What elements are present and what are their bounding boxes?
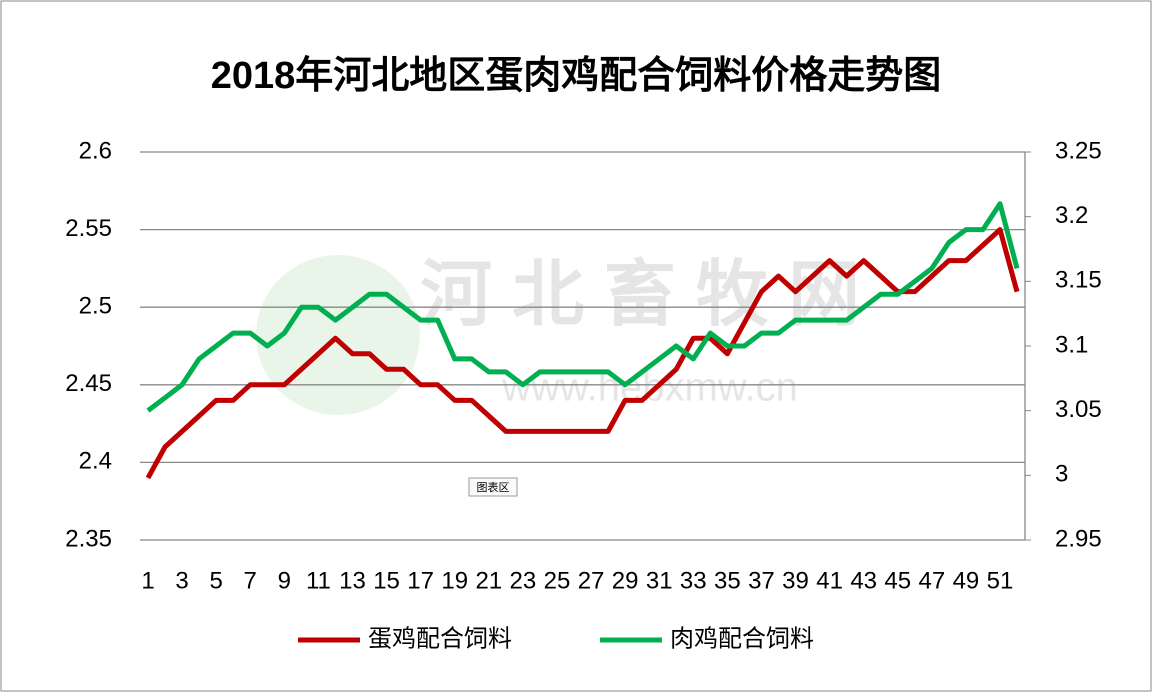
x-tick-label: 41 (816, 567, 843, 594)
x-tick-label: 47 (918, 567, 945, 594)
y-tick-label: 2.35 (65, 525, 112, 552)
x-tick-label: 15 (373, 567, 400, 594)
x-tick-label: 27 (578, 567, 605, 594)
y2-tick-label: 3.1 (1055, 331, 1088, 358)
x-tick-label: 25 (544, 567, 571, 594)
y2-tick-label: 3.2 (1055, 202, 1088, 229)
x-tick-label: 45 (884, 567, 911, 594)
y-tick-label: 2.5 (79, 293, 112, 320)
x-tick-label: 29 (612, 567, 639, 594)
x-tick-label: 51 (987, 567, 1014, 594)
x-tick-label: 11 (306, 567, 331, 594)
y-tick-label: 2.4 (79, 448, 112, 475)
x-tick-label: 21 (475, 567, 502, 594)
y2-tick-label: 3.05 (1055, 396, 1102, 423)
chart-area-box (468, 477, 518, 497)
y-tick-label: 2.6 (79, 137, 112, 164)
y2-tick-label: 3 (1055, 461, 1068, 488)
y2-tick-label: 2.95 (1055, 525, 1102, 552)
series-line (145, 227, 1020, 480)
x-tick-label: 19 (441, 567, 468, 594)
x-tick-label: 5 (209, 567, 222, 594)
x-tick-label: 37 (748, 567, 775, 594)
chart-area-label: 图表区 (477, 480, 510, 494)
x-tick-label: 43 (850, 567, 877, 594)
y2-tick-label: 3.25 (1055, 137, 1102, 164)
x-tick-label: 31 (646, 567, 673, 594)
x-tick-label: 35 (714, 567, 741, 594)
y-tick-label: 2.45 (65, 370, 112, 397)
x-tick-label: 1 (141, 567, 154, 594)
x-tick-label: 23 (510, 567, 537, 594)
x-tick-label: 9 (278, 567, 291, 594)
x-tick-label: 17 (407, 567, 434, 594)
watermark: 河北畜牧网 (420, 255, 880, 335)
y-tick-label: 2.55 (65, 215, 112, 242)
legend-label: 蛋鸡配合饲料 (368, 625, 512, 652)
chart-title: 2018年河北地区蛋肉鸡配合饲料价格走势图 (211, 55, 942, 97)
x-tick-label: 33 (680, 567, 707, 594)
x-tick-label: 49 (953, 567, 980, 594)
x-tick-label: 39 (782, 567, 809, 594)
x-tick-label: 3 (175, 567, 188, 594)
x-tick-label: 7 (244, 567, 257, 594)
series-line (146, 201, 1020, 413)
legend-label: 肉鸡配合饲料 (670, 625, 814, 652)
y2-tick-label: 3.15 (1055, 267, 1102, 294)
x-tick-label: 13 (339, 567, 366, 594)
